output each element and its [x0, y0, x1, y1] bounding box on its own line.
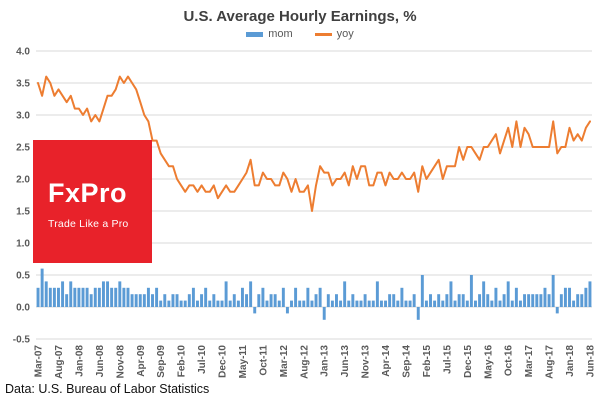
chart-plot: -0.5 0.0 0.5 1.0 1.5 2.0 2.5 3.0 3.5 4.0 Mar-07 Aug…	[13, 47, 597, 379]
svg-text:Apr-09: Apr-09	[136, 345, 147, 377]
svg-text:Mar-07: Mar-07	[34, 345, 45, 378]
svg-text:Jan-18: Jan-18	[565, 345, 576, 377]
logo-title: FxPro	[48, 178, 128, 208]
svg-text:Jan-08: Jan-08	[74, 345, 85, 377]
legend-item-mom: mom	[246, 28, 293, 40]
svg-text:0.0: 0.0	[16, 303, 30, 314]
legend-swatch-yoy-icon	[314, 32, 332, 36]
svg-text:1.5: 1.5	[16, 207, 30, 218]
fxpro-logo: FxPro Trade Like a Pro	[33, 140, 152, 263]
svg-text:Nov-13: Nov-13	[361, 345, 372, 379]
svg-text:3.0: 3.0	[16, 111, 30, 122]
svg-text:Jun-08: Jun-08	[95, 345, 106, 378]
logo-tagline: Trade Like a Pro	[48, 218, 129, 230]
svg-text:-0.5: -0.5	[13, 335, 31, 346]
svg-text:2.5: 2.5	[16, 143, 30, 154]
legend-item-yoy: yoy	[314, 28, 354, 40]
svg-text:Feb-10: Feb-10	[177, 345, 188, 378]
legend: mom yoy	[0, 27, 600, 41]
svg-text:Jan-13: Jan-13	[320, 345, 331, 377]
svg-text:Sep-14: Sep-14	[401, 345, 412, 378]
svg-text:Aug-07: Aug-07	[54, 345, 65, 379]
legend-label-yoy: yoy	[336, 28, 354, 40]
legend-label-mom: mom	[268, 28, 293, 40]
svg-text:May-11: May-11	[238, 345, 249, 379]
svg-text:Apr-14: Apr-14	[381, 345, 392, 377]
svg-text:Mar-17: Mar-17	[524, 345, 535, 378]
svg-text:Jun-18: Jun-18	[585, 345, 596, 378]
svg-text:May-16: May-16	[483, 345, 494, 379]
svg-text:Jun-13: Jun-13	[340, 345, 351, 378]
svg-text:Oct-16: Oct-16	[504, 345, 515, 377]
svg-text:Feb-15: Feb-15	[422, 345, 433, 378]
chart-title: U.S. Average Hourly Earnings, %	[183, 8, 417, 25]
svg-text:Jul-15: Jul-15	[442, 345, 453, 374]
svg-text:Dec-10: Dec-10	[218, 345, 229, 378]
svg-text:Sep-09: Sep-09	[156, 345, 167, 378]
svg-text:0.5: 0.5	[16, 271, 30, 282]
legend-swatch-mom-icon	[246, 31, 264, 37]
svg-text:Mar-12: Mar-12	[279, 345, 290, 378]
svg-text:2.0: 2.0	[16, 175, 30, 186]
svg-text:3.5: 3.5	[16, 79, 30, 90]
footer-source: Data: U.S. Bureau of Labor Statistics	[5, 382, 210, 396]
svg-text:Aug-12: Aug-12	[299, 345, 310, 379]
svg-text:Aug-17: Aug-17	[545, 345, 556, 379]
svg-text:4.0: 4.0	[16, 47, 30, 58]
svg-text:Oct-11: Oct-11	[258, 345, 269, 376]
svg-text:Dec-15: Dec-15	[463, 345, 474, 378]
svg-text:Nov-08: Nov-08	[115, 345, 126, 379]
svg-text:1.0: 1.0	[16, 239, 30, 250]
svg-text:Jul-10: Jul-10	[197, 345, 208, 374]
